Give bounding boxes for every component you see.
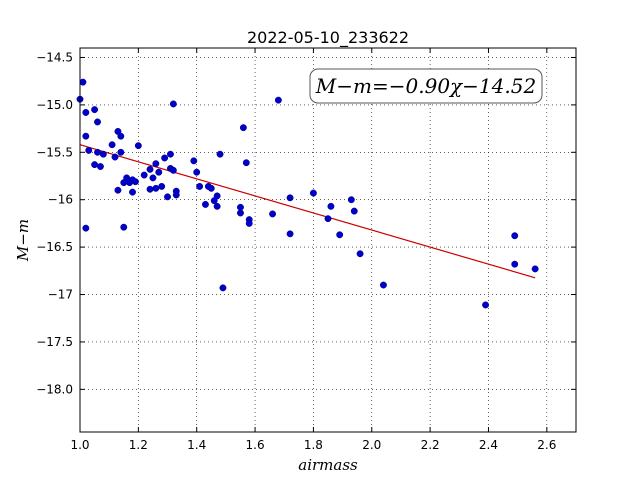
- data-point: [350, 207, 358, 215]
- data-point: [169, 100, 177, 108]
- data-point: [152, 160, 160, 168]
- data-point: [82, 224, 90, 232]
- data-point: [129, 188, 136, 196]
- y-tick-label: −15.5: [36, 145, 73, 159]
- data-point: [327, 202, 335, 210]
- chart-title: 2022-05-10_233622: [247, 28, 409, 48]
- data-point: [511, 260, 519, 268]
- data-point: [347, 196, 355, 204]
- data-point: [269, 210, 277, 218]
- data-point: [482, 301, 490, 309]
- data-point: [91, 106, 99, 114]
- data-points: [76, 78, 539, 309]
- x-tick-label: 1.6: [246, 438, 265, 452]
- x-tick-label: 1.4: [187, 438, 206, 452]
- y-tick-label: −16.5: [36, 240, 73, 254]
- data-point: [309, 189, 317, 197]
- x-tick-label: 1.2: [129, 438, 148, 452]
- data-point: [114, 186, 122, 194]
- data-point: [242, 159, 250, 167]
- fit-line: [79, 144, 536, 279]
- data-point: [286, 194, 294, 202]
- data-point: [85, 146, 93, 154]
- data-point: [172, 191, 180, 199]
- data-point: [131, 178, 139, 186]
- x-tick-label: 2.6: [537, 438, 556, 452]
- data-point: [213, 202, 221, 210]
- data-point: [82, 132, 90, 140]
- x-axis-label: airmass: [298, 456, 358, 474]
- data-point: [193, 168, 201, 176]
- x-tick-label: 2.0: [362, 438, 381, 452]
- data-point: [152, 184, 160, 192]
- y-tick-label: −15.0: [36, 98, 73, 112]
- fit-line-layer: [79, 144, 536, 279]
- x-tick-label: 2.2: [421, 438, 440, 452]
- data-point: [202, 200, 209, 208]
- y-tick-label: −17.5: [36, 335, 73, 349]
- data-point: [237, 203, 244, 211]
- y-axis-ticks: −14.5 −15.0 −15.5 −16 −16.5 −17 −17.5 −18.0: [36, 50, 576, 396]
- data-point: [356, 250, 364, 258]
- data-point: [146, 165, 154, 173]
- data-point: [158, 182, 166, 190]
- data-point: [274, 96, 282, 104]
- data-point: [108, 141, 116, 149]
- y-tick-label: −18.0: [36, 382, 73, 396]
- data-point: [140, 171, 148, 179]
- data-point: [219, 284, 227, 292]
- data-point: [166, 150, 174, 158]
- data-point: [120, 223, 128, 231]
- data-point: [336, 231, 344, 239]
- data-point: [324, 215, 332, 223]
- data-point: [213, 192, 221, 200]
- data-point: [216, 150, 224, 158]
- data-point: [239, 124, 247, 132]
- y-tick-label: −16: [48, 193, 73, 207]
- data-point: [96, 163, 104, 170]
- plot-area-frame: [79, 47, 577, 433]
- data-point: [117, 132, 125, 140]
- data-point: [196, 182, 204, 190]
- data-point: [531, 265, 539, 273]
- data-point: [511, 232, 519, 240]
- x-tick-label: 1.0: [70, 438, 89, 452]
- y-axis-label: M−m: [14, 219, 32, 262]
- data-point: [155, 168, 163, 176]
- data-point: [94, 118, 101, 126]
- data-point: [117, 148, 125, 156]
- formula-box: [309, 68, 543, 104]
- data-point: [146, 185, 154, 193]
- data-point: [91, 161, 99, 169]
- data-point: [169, 166, 177, 174]
- x-tick-label: 1.8: [304, 438, 323, 452]
- data-point: [164, 193, 171, 201]
- data-point: [379, 281, 387, 289]
- data-point: [82, 109, 90, 116]
- data-point: [149, 174, 157, 182]
- y-tick-label: −14.5: [36, 50, 73, 64]
- fit-formula: M−m=−0.90χ−14.52: [315, 74, 536, 98]
- data-point: [207, 184, 215, 192]
- data-point: [99, 150, 107, 158]
- x-tick-label: 2.4: [479, 438, 498, 452]
- data-point: [190, 157, 198, 165]
- y-tick-label: −17: [48, 288, 73, 302]
- data-point: [245, 219, 253, 227]
- data-point: [111, 153, 119, 161]
- grid-lines: [79, 48, 576, 432]
- data-point: [94, 148, 101, 156]
- data-point: [134, 142, 142, 150]
- data-point: [286, 230, 294, 238]
- data-point: [161, 154, 169, 162]
- data-point: [79, 78, 87, 86]
- x-axis-ticks: 1.0 1.2 1.4 1.6 1.8 2.0 2.2 2.4 2.6: [70, 48, 556, 452]
